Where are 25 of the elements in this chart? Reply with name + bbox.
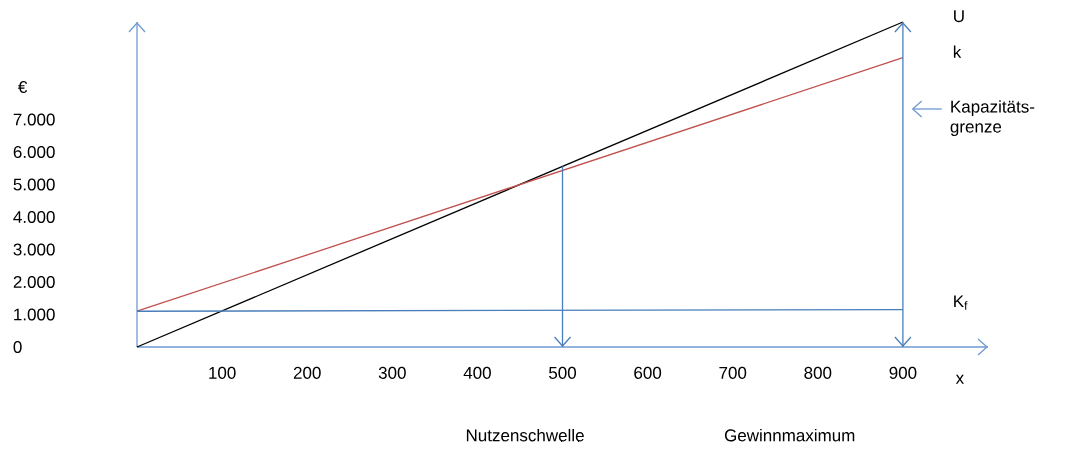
text: Nutzenschwelle — [466, 428, 584, 442]
x-tick-label: 800 — [804, 366, 832, 379]
y-tick-label: 7.000 — [13, 113, 55, 126]
y-axis-title: € — [18, 80, 28, 94]
text: U — [954, 10, 964, 23]
x-axis-title: x — [955, 374, 964, 384]
y-tick-label: 6.000 — [13, 145, 55, 159]
text: Gewinnmaximum — [724, 428, 855, 442]
x-tick-label: 600 — [634, 366, 662, 379]
x-tick-label: 700 — [719, 366, 747, 379]
x-tick-label: 300 — [378, 366, 406, 379]
y-tick-label: 3.000 — [13, 243, 55, 256]
annotation: Kapazitäts-grenze — [950, 100, 1035, 137]
y-tick-label: 2.000 — [13, 275, 55, 289]
x-tick-label: 900 — [889, 366, 917, 379]
x-tick-label: 200 — [293, 366, 321, 379]
y-tick-label: 5.000 — [13, 178, 55, 191]
y-tick-label: 0 — [13, 340, 22, 354]
y-tick-label: 4.000 — [13, 210, 55, 224]
text: k — [953, 45, 962, 58]
x-tick-label: 400 — [463, 366, 491, 379]
x-tick-label: 100 — [209, 366, 236, 379]
x-tick-label: 500 — [549, 366, 577, 379]
y-tick-label: 1.000 — [14, 308, 55, 321]
text: K$_{f}$ — [954, 295, 968, 310]
